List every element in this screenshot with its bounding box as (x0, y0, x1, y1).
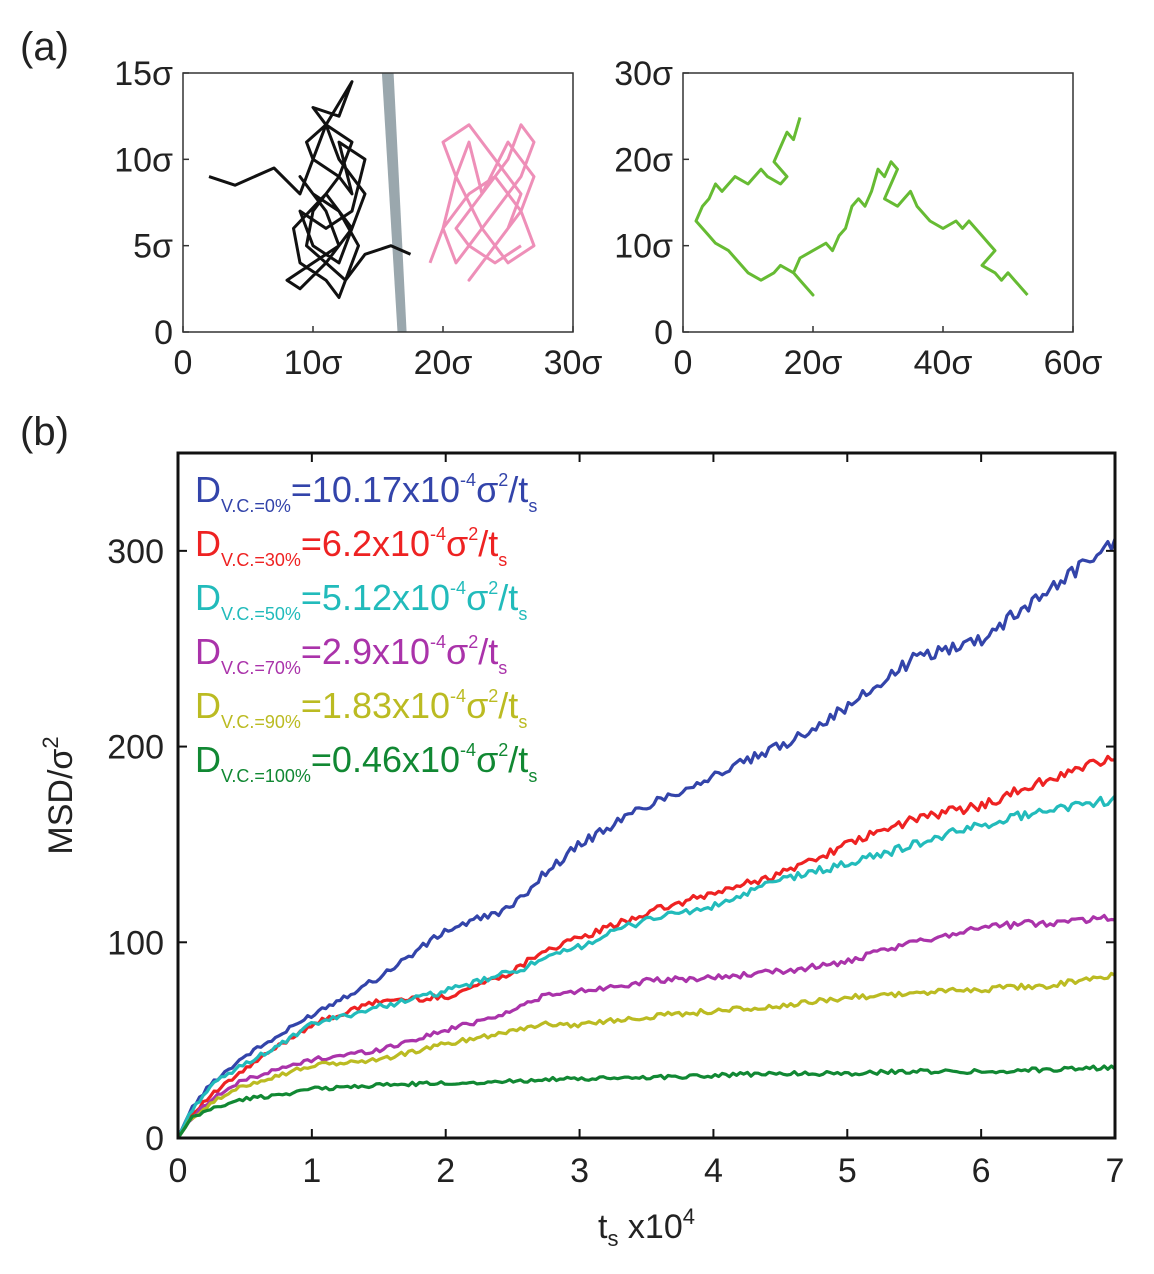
x-tick-label: 6 (972, 1152, 991, 1190)
series-V.C.=50% (176, 794, 1117, 1139)
series-V.C.=30% (176, 754, 1116, 1139)
series-V.C.=90% (176, 971, 1116, 1139)
y-tick-label: 0 (145, 1120, 164, 1158)
x-tick-label: 3 (570, 1152, 589, 1190)
y-tick-label: 0 (154, 314, 173, 352)
x-tick-label: 4 (704, 1152, 723, 1190)
y-tick-label: 100 (107, 924, 164, 962)
series-green-trajectory (694, 116, 1029, 297)
chart-a-left: 0 10σ 20σ 30σ 0 5σ 10σ 15σ (114, 55, 602, 382)
x-tick-label: 5 (838, 1152, 857, 1190)
x-tick-label: 20σ (784, 344, 843, 382)
x-tick-label: 40σ (914, 344, 973, 382)
plot-frame (682, 72, 1074, 333)
x-tick-label: 10σ (284, 344, 343, 382)
chart-b: 0 1 2 3 4 5 6 7 0 100 200 300 ts x104 MSD/σ2 DV.C.=0%=… (38, 451, 1125, 1251)
x-tick-label: 1 (302, 1152, 321, 1190)
y-tick-label: 0 (654, 314, 673, 352)
panel-a-label: (a) (20, 25, 69, 69)
chart-a-right: 0 20σ 40σ 60σ 0 10σ 20σ 30σ (614, 55, 1102, 382)
legend-entry-V.C.=90%: DV.C.=90%=1.83x10-4σ2/ts (195, 685, 527, 732)
y-axis-label: MSD/σ2 (38, 736, 80, 854)
x-tick-label: 0 (174, 344, 193, 382)
y-tick-label: 300 (107, 533, 164, 571)
y-tick-label: 10σ (114, 141, 173, 179)
legend-entry-V.C.=30%: DV.C.=30%=6.2x10-4σ2/ts (195, 523, 507, 570)
legend-entry-V.C.=0%: DV.C.=0%=10.17x10-4σ2/ts (195, 469, 537, 516)
x-tick-label: 7 (1106, 1152, 1125, 1190)
series-V.C.=0% (176, 538, 1117, 1139)
legend-entry-V.C.=70%: DV.C.=70%=2.9x10-4σ2/ts (195, 631, 507, 678)
y-tick-label: 5σ (133, 228, 173, 266)
plot-frame (182, 72, 574, 333)
y-tick-label: 15σ (114, 55, 173, 93)
x-tick-label: 20σ (414, 344, 473, 382)
legend-entry-V.C.=100%: DV.C.=100%=0.46x10-4σ2/ts (195, 739, 537, 786)
panel-b-label: (b) (20, 410, 69, 454)
y-tick-label: 20σ (614, 141, 673, 179)
x-tick-label: 30σ (544, 344, 603, 382)
series-left-trajectory (208, 80, 412, 299)
x-tick-label: 0 (674, 344, 693, 382)
plot-frame (176, 451, 1117, 1140)
x-tick-label: 2 (436, 1152, 455, 1190)
wall-barrier (381, 73, 407, 332)
x-tick-label: 0 (169, 1152, 188, 1190)
x-axis-label: ts x104 (598, 1204, 695, 1251)
series-V.C.=100% (176, 1064, 1117, 1139)
y-tick-label: 200 (107, 729, 164, 767)
series-right-trajectory (428, 123, 536, 282)
x-tick-label: 60σ (1044, 344, 1103, 382)
series-V.C.=70% (176, 913, 1116, 1139)
y-tick-label: 10σ (614, 228, 673, 266)
y-tick-label: 30σ (614, 55, 673, 93)
legend-entry-V.C.=50%: DV.C.=50%=5.12x10-4σ2/ts (195, 577, 527, 624)
